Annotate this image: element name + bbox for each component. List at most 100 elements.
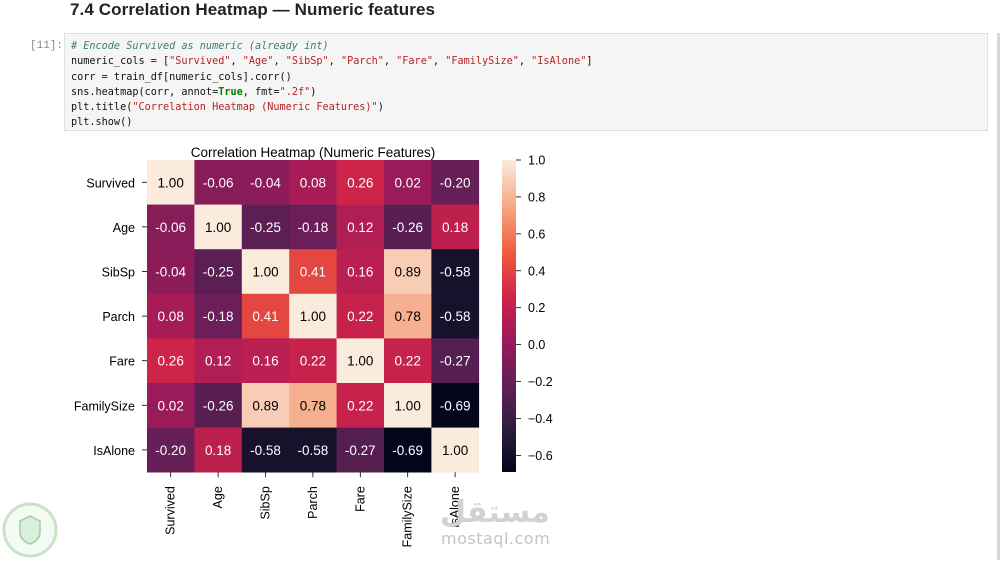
heatmap-cell: [336, 383, 385, 428]
heatmap-chart: Correlation Heatmap (Numeric Features) 1…: [74, 145, 553, 547]
heatmap-cell: [384, 249, 432, 295]
cell-annotation: 1.00: [252, 265, 278, 280]
colorbar-tick-label: −0.4: [528, 412, 553, 426]
heatmap-cell: [194, 383, 243, 428]
watermark-arabic: مستقل: [440, 495, 550, 530]
code-line: plt.show(): [71, 115, 981, 130]
cell-annotation: -0.06: [203, 175, 234, 190]
cell-annotation: 0.12: [347, 220, 373, 235]
code-token: sns.heatmap(corr, annot=: [71, 86, 219, 98]
y-tick-label: Parch: [102, 310, 135, 324]
x-tick-label: Survived: [164, 486, 178, 535]
code-token: "IsAlone": [531, 56, 587, 68]
code-token: plt.show(): [71, 117, 133, 129]
code-line: plt.title("Correlation Heatmap (Numeric …: [71, 100, 981, 115]
heatmap-cell: [431, 249, 480, 295]
code-token: , fmt=: [242, 86, 280, 98]
heatmap-cell: [241, 427, 290, 473]
x-tick-label: SibSp: [259, 486, 273, 519]
cell-annotation: -0.58: [250, 443, 281, 458]
code-token: "Correlation Heatmap (Numeric Features)": [132, 102, 378, 114]
cell-annotation: 0.08: [158, 309, 184, 324]
x-tick-label: FamilySize: [401, 486, 415, 547]
cell-annotation: -0.25: [250, 220, 281, 235]
heatmap-cell: [194, 293, 243, 339]
y-tick-label: Survived: [86, 176, 135, 190]
cell-annotation: 1.00: [395, 398, 421, 413]
heatmap-cell: [147, 160, 195, 205]
code-token: "Age": [242, 56, 274, 68]
heatmap-cell: [194, 338, 243, 384]
heatmap-cell: [384, 293, 432, 339]
heatmap-cell: [194, 204, 243, 250]
code-line: sns.heatmap(corr, annot=True, fmt=".2f"): [71, 85, 981, 100]
heatmap-cell: [147, 427, 195, 473]
heatmap-cell: [147, 249, 195, 295]
code-token: ,: [518, 56, 532, 68]
heatmap-cell: [431, 293, 480, 339]
cell-annotation: 0.02: [395, 175, 421, 190]
y-tick-label: IsAlone: [93, 444, 135, 458]
cell-annotation: -0.04: [155, 265, 186, 280]
cell-annotation: 1.00: [442, 443, 468, 458]
cell-annotation: 1.00: [347, 354, 373, 369]
code-token: # Encode Survived as numeric (already in…: [71, 41, 329, 52]
cell-annotation: -0.27: [440, 354, 471, 369]
heatmap-figure: Correlation Heatmap (Numeric Features) 1…: [0, 138, 560, 563]
heatmap-cell: [336, 249, 385, 295]
chart-title: Correlation Heatmap (Numeric Features): [191, 145, 436, 160]
y-tick-label: FamilySize: [74, 399, 135, 413]
cell-annotation: 0.16: [252, 354, 278, 369]
code-token: corr = train_df[numeric_cols].corr(): [71, 71, 292, 83]
code-token: "Survived": [169, 56, 231, 68]
heatmap-cell: [431, 427, 480, 473]
heatmap-cell: [289, 293, 337, 339]
cell-annotation: -0.69: [440, 398, 471, 413]
cell-annotation: 1.00: [158, 175, 184, 190]
code-token: ): [377, 102, 384, 114]
cell-annotation: 0.22: [300, 354, 326, 369]
y-tick-label: SibSp: [102, 266, 135, 280]
heatmap-cell: [431, 383, 480, 428]
cell-annotation: -0.18: [203, 309, 234, 324]
code-cell[interactable]: # Encode Survived as numeric (already in…: [64, 33, 988, 131]
colorbar-tick-label: 0.2: [528, 301, 545, 315]
colorbar: [502, 160, 516, 472]
cell-annotation: 0.02: [158, 398, 184, 413]
heatmap-cell: [384, 338, 432, 384]
cell-annotation: 0.78: [300, 398, 326, 413]
code-token: ): [310, 86, 317, 98]
heatmap-cell: [384, 160, 432, 205]
cell-annotation: 0.08: [300, 175, 326, 190]
heatmap-cell: [336, 160, 385, 205]
code-token: ]: [586, 56, 593, 68]
heatmap-cell: [336, 427, 385, 473]
heatmap-cell: [336, 293, 385, 339]
heatmap-cell: [289, 427, 337, 473]
cell-annotation: 0.22: [347, 398, 373, 413]
heatmap-cell: [147, 338, 195, 384]
cell-annotation: -0.26: [203, 398, 234, 413]
cell-prompt: [11]:: [30, 40, 64, 52]
code-token: ,: [230, 56, 243, 68]
scrollbar[interactable]: [997, 33, 1000, 560]
heatmap-cell: [194, 427, 243, 473]
heatmap-cell: [147, 293, 195, 339]
code-token: numeric_cols = [: [71, 56, 170, 68]
heatmap-cell: [431, 338, 480, 384]
code-token: ,: [383, 56, 397, 68]
code-token: ,: [328, 56, 341, 68]
heatmap-cell: [147, 383, 195, 428]
cell-annotation: -0.69: [392, 443, 423, 458]
colorbar-tick-label: −0.6: [528, 449, 553, 463]
cell-annotation: 0.26: [158, 354, 184, 369]
heatmap-cell: [241, 383, 290, 428]
heatmap-cell: [289, 338, 337, 384]
cell-annotation: 1.00: [205, 220, 231, 235]
cell-annotation: 0.22: [347, 309, 373, 324]
x-tick-label: Fare: [353, 486, 367, 512]
heatmap-cell: [241, 204, 290, 250]
heatmap-cell: [241, 338, 290, 384]
y-tick-label: Age: [113, 221, 135, 235]
code-token: plt.title(: [71, 102, 133, 114]
